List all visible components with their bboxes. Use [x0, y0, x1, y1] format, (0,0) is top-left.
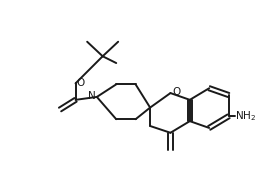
Text: O: O [172, 87, 181, 97]
Text: N: N [88, 91, 96, 101]
Text: NH$_2$: NH$_2$ [235, 109, 256, 123]
Text: O: O [76, 78, 85, 88]
